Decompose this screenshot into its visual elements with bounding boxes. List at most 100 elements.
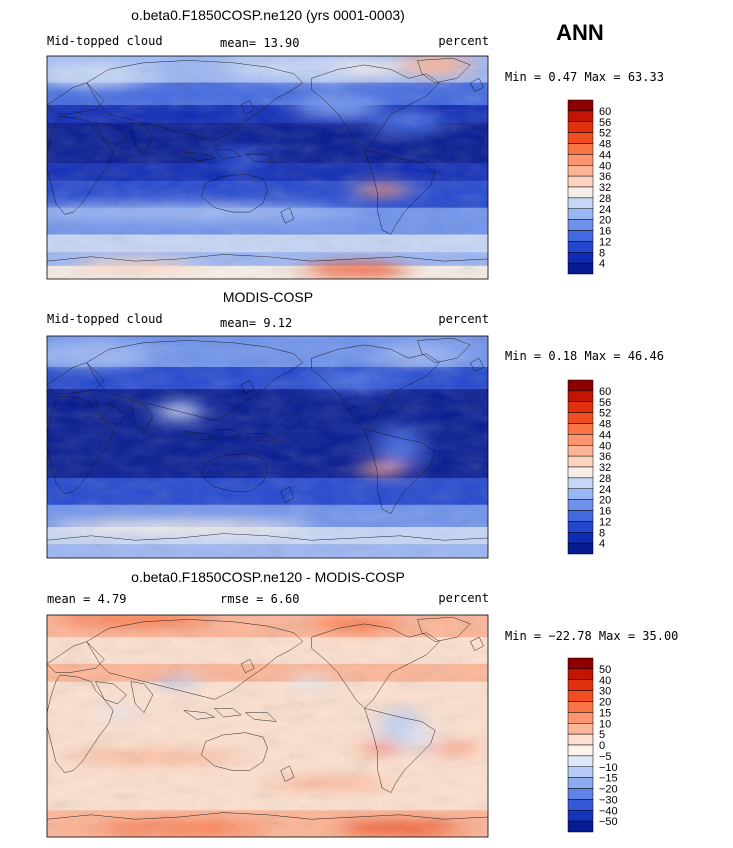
- colorbar-swatch: [567, 434, 594, 446]
- colorbar-swatch: [567, 810, 594, 822]
- colorbar-swatch: [567, 121, 594, 133]
- colorbar-tick-label: 40: [599, 675, 611, 687]
- panel-variable-label: Mid-topped cloud: [47, 312, 163, 326]
- colorbar-swatch: [567, 701, 594, 713]
- colorbar-swatch: [567, 668, 594, 680]
- colorbar-swatch: [567, 455, 594, 468]
- panel-units-label: percent: [438, 312, 489, 326]
- colorbar-swatch: [567, 510, 594, 522]
- colorbar-swatch: [567, 412, 594, 424]
- colorbar-tick-label: 60: [599, 106, 611, 118]
- colorbar-swatch: [567, 690, 594, 702]
- colorbar-tick-label: 48: [599, 139, 611, 151]
- colorbar-swatch: [567, 165, 594, 177]
- colorbar-tick-label: 5: [599, 729, 605, 741]
- colorbar-swatch: [567, 379, 594, 392]
- colorbar-swatch: [567, 755, 594, 767]
- colorbar-swatch: [567, 401, 594, 413]
- colorbar-tick-label: −40: [599, 805, 618, 817]
- colorbar-swatch: [567, 132, 594, 144]
- colorbar-swatch: [567, 723, 594, 735]
- panel-minmax-text: Min = 0.47 Max = 63.33: [505, 70, 664, 84]
- colorbar-swatch: [567, 143, 594, 155]
- colorbar-swatch: [567, 521, 594, 533]
- colorbar-swatch: [567, 679, 594, 691]
- panel-title: o.beta0.F1850COSP.ne120 - MODIS-COSP: [131, 569, 405, 585]
- panel-mean-text: mean= 9.12: [220, 316, 292, 330]
- colorbar-tick-label: −5: [599, 751, 612, 763]
- colorbar-swatch: [567, 744, 594, 757]
- colorbar-swatch: [567, 241, 594, 253]
- colorbar-swatch: [567, 466, 594, 479]
- colorbar-tick-label: 24: [599, 204, 611, 216]
- colorbar-tick-label: 50: [599, 664, 611, 676]
- panel-title: MODIS-COSP: [223, 289, 313, 305]
- colorbar-swatch: [567, 230, 594, 242]
- colorbar-tick-label: 0: [599, 740, 605, 752]
- colorbar-tick-label: 12: [599, 516, 611, 528]
- colorbar-swatch: [567, 208, 594, 220]
- colorbar-swatch: [567, 423, 594, 435]
- colorbar-swatch: [567, 788, 594, 800]
- colorbar-tick-label: −50: [599, 816, 618, 828]
- colorbar-swatch: [567, 799, 594, 811]
- colorbar-tick-label: 30: [599, 686, 611, 698]
- colorbar-tick-label: 44: [599, 429, 611, 441]
- colorbar-tick-label: −10: [599, 762, 618, 774]
- panel-mean-text: mean = 4.79: [47, 592, 126, 606]
- colorbar-swatch: [567, 445, 594, 457]
- map-model: [47, 56, 488, 279]
- map-diff: [47, 615, 488, 837]
- colorbar-tick-label: 12: [599, 236, 611, 248]
- colorbar-tick-label: 24: [599, 484, 611, 496]
- colorbar-tick-label: −20: [599, 784, 618, 796]
- colorbar-tick-label: 56: [599, 117, 611, 129]
- colorbar-swatch: [567, 532, 594, 544]
- colorbar-swatch: [567, 488, 594, 500]
- colorbar-tick-label: 36: [599, 451, 611, 463]
- colorbar-swatch: [567, 712, 594, 724]
- colorbar-tick-label: 8: [599, 247, 605, 259]
- colorbar-swatch: [567, 186, 594, 199]
- panel-minmax-text: Min = 0.18 Max = 46.46: [505, 349, 664, 363]
- colorbar-swatch: [567, 777, 594, 789]
- colorbar-tick-label: 20: [599, 495, 611, 507]
- colorbar-swatch: [567, 219, 594, 231]
- panel-units-label: percent: [438, 34, 489, 48]
- colorbar-swatch: [567, 110, 594, 122]
- panel-obs: MODIS-COSP Mid-topped cloud mean= 9.12 p…: [46, 289, 664, 559]
- colorbar-tick-label: 20: [599, 215, 611, 227]
- colorbar-tick-label: 8: [599, 527, 605, 539]
- colorbar-swatch: [567, 154, 594, 166]
- colorbar-swatch: [567, 390, 594, 402]
- colorbar-swatch: [567, 262, 594, 275]
- colorbar-swatch: [567, 820, 594, 833]
- panel-mean-text: mean= 13.90: [220, 36, 299, 50]
- colorbar-swatch: [567, 99, 594, 112]
- colorbar-tick-label: 32: [599, 462, 611, 474]
- colorbar-tick-label: 40: [599, 440, 611, 452]
- panel-title: o.beta0.F1850COSP.ne120 (yrs 0001-0003): [131, 7, 405, 23]
- colorbar-swatch: [567, 499, 594, 511]
- map-obs: [47, 336, 488, 558]
- colorbar-tick-label: 36: [599, 171, 611, 183]
- colorbar-tick-label: 4: [599, 258, 605, 270]
- colorbar-tick-label: 16: [599, 226, 611, 238]
- colorbar-tick-label: 28: [599, 193, 611, 205]
- colorbar-tick-label: 20: [599, 697, 611, 709]
- map-frame: [46, 335, 489, 559]
- colorbar-swatch: [567, 477, 594, 489]
- colorbar-tick-label: −30: [599, 794, 618, 806]
- panel-minmax-text: Min = −22.78 Max = 35.00: [505, 629, 678, 643]
- colorbar-tick-label: 4: [599, 538, 605, 550]
- colorbar-tick-label: 16: [599, 506, 611, 518]
- colorbar-tick-label: −15: [599, 773, 618, 785]
- colorbar-swatch: [567, 542, 594, 555]
- colorbar-tick-label: 56: [599, 397, 611, 409]
- colorbar-tick-label: 28: [599, 473, 611, 485]
- panel-units-label: percent: [438, 591, 489, 605]
